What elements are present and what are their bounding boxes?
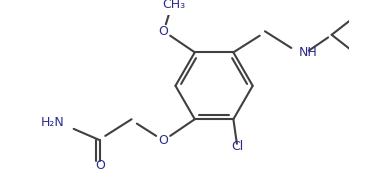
Text: CH₃: CH₃ [162,0,185,11]
Text: O: O [158,25,168,38]
Text: H₂N: H₂N [41,116,65,129]
Text: NH: NH [298,46,317,59]
Text: Cl: Cl [231,140,243,153]
Text: O: O [158,134,168,147]
Text: O: O [95,159,105,171]
